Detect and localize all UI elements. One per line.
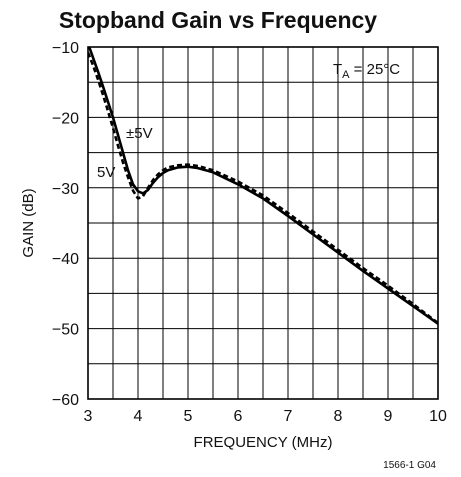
series-label-pm5v: ±5V [126,125,153,142]
grid [88,47,438,399]
plot-frame [87,46,439,400]
figure-code: 1566-1 G04 [383,460,436,471]
x-tick-label: 4 [134,408,143,425]
y-tick-label: −20 [52,110,79,127]
x-tick-label: 3 [84,408,93,425]
series-line-pm5v [88,47,438,325]
y-axis-label: GAIN (dB) [20,188,37,257]
x-tick-label: 6 [234,408,243,425]
y-tick-label: −50 [52,322,79,339]
x-tick-label: 10 [429,408,447,425]
x-axis-label: FREQUENCY (MHz) [194,434,333,451]
y-tick-label: −60 [52,392,79,409]
x-tick-label: 5 [184,408,193,425]
series-layer [88,47,438,325]
y-tick-label: −40 [52,251,79,268]
chart-title: Stopband Gain vs Frequency [59,7,377,33]
series-line-5v [88,52,438,325]
x-tick-label: 7 [284,408,293,425]
y-tick-label: −10 [52,40,79,57]
y-tick-label: −30 [52,181,79,198]
tick-labels: 3 4 5 6 7 8 9 10 −10 −20 −30 −40 −50 −60 [52,40,447,425]
series-label-5v: 5V [97,164,115,181]
temperature-condition: TA = 25°C [333,61,400,81]
x-tick-label: 8 [334,408,343,425]
x-tick-label: 9 [384,408,393,425]
